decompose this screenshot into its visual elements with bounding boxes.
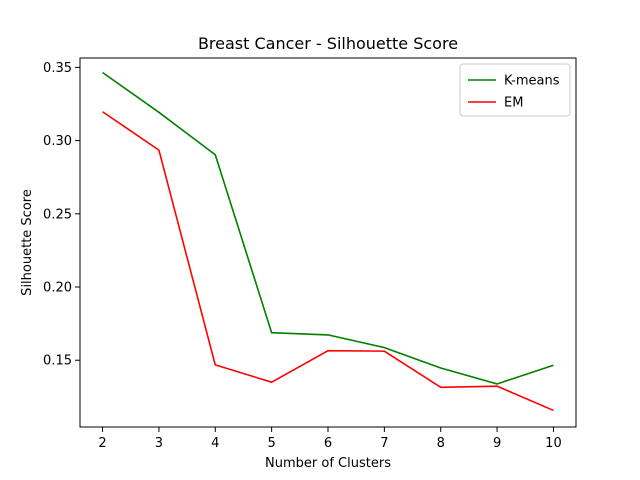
series-line-em: [102, 111, 554, 412]
x-tick-label: 7: [380, 436, 388, 451]
y-axis-label: Silhouette Score: [20, 189, 35, 296]
x-axis-ticks: 2 3 4 5 6 7 8 9 10: [98, 427, 562, 451]
legend: K-means EM: [459, 63, 571, 117]
legend-box: [459, 63, 571, 117]
x-tick-label: 2: [98, 436, 106, 451]
chart-title: Breast Cancer - Silhouette Score: [198, 34, 458, 53]
series-line-k-means: [102, 71, 554, 385]
y-tick-label: 0.35: [43, 61, 72, 76]
y-tick-label: 0.15: [43, 354, 72, 369]
y-tick-label: 0.25: [43, 207, 72, 222]
y-tick-label: 0.30: [43, 134, 72, 149]
x-tick-label: 3: [155, 436, 163, 451]
x-tick-label: 5: [267, 436, 275, 451]
x-tick-label: 6: [324, 436, 332, 451]
x-tick-label: 4: [211, 436, 219, 451]
series-layer: [102, 71, 554, 412]
y-tick-label: 0.20: [43, 281, 72, 296]
x-tick-label: 9: [493, 436, 501, 451]
x-axis-label: Number of Clusters: [265, 456, 391, 471]
legend-label: EM: [504, 96, 523, 111]
x-tick-label: 8: [437, 436, 445, 451]
legend-label: K-means: [504, 74, 560, 89]
y-axis-ticks: 0.15 0.20 0.25 0.30 0.35: [43, 61, 80, 369]
x-tick-label: 10: [545, 436, 562, 451]
